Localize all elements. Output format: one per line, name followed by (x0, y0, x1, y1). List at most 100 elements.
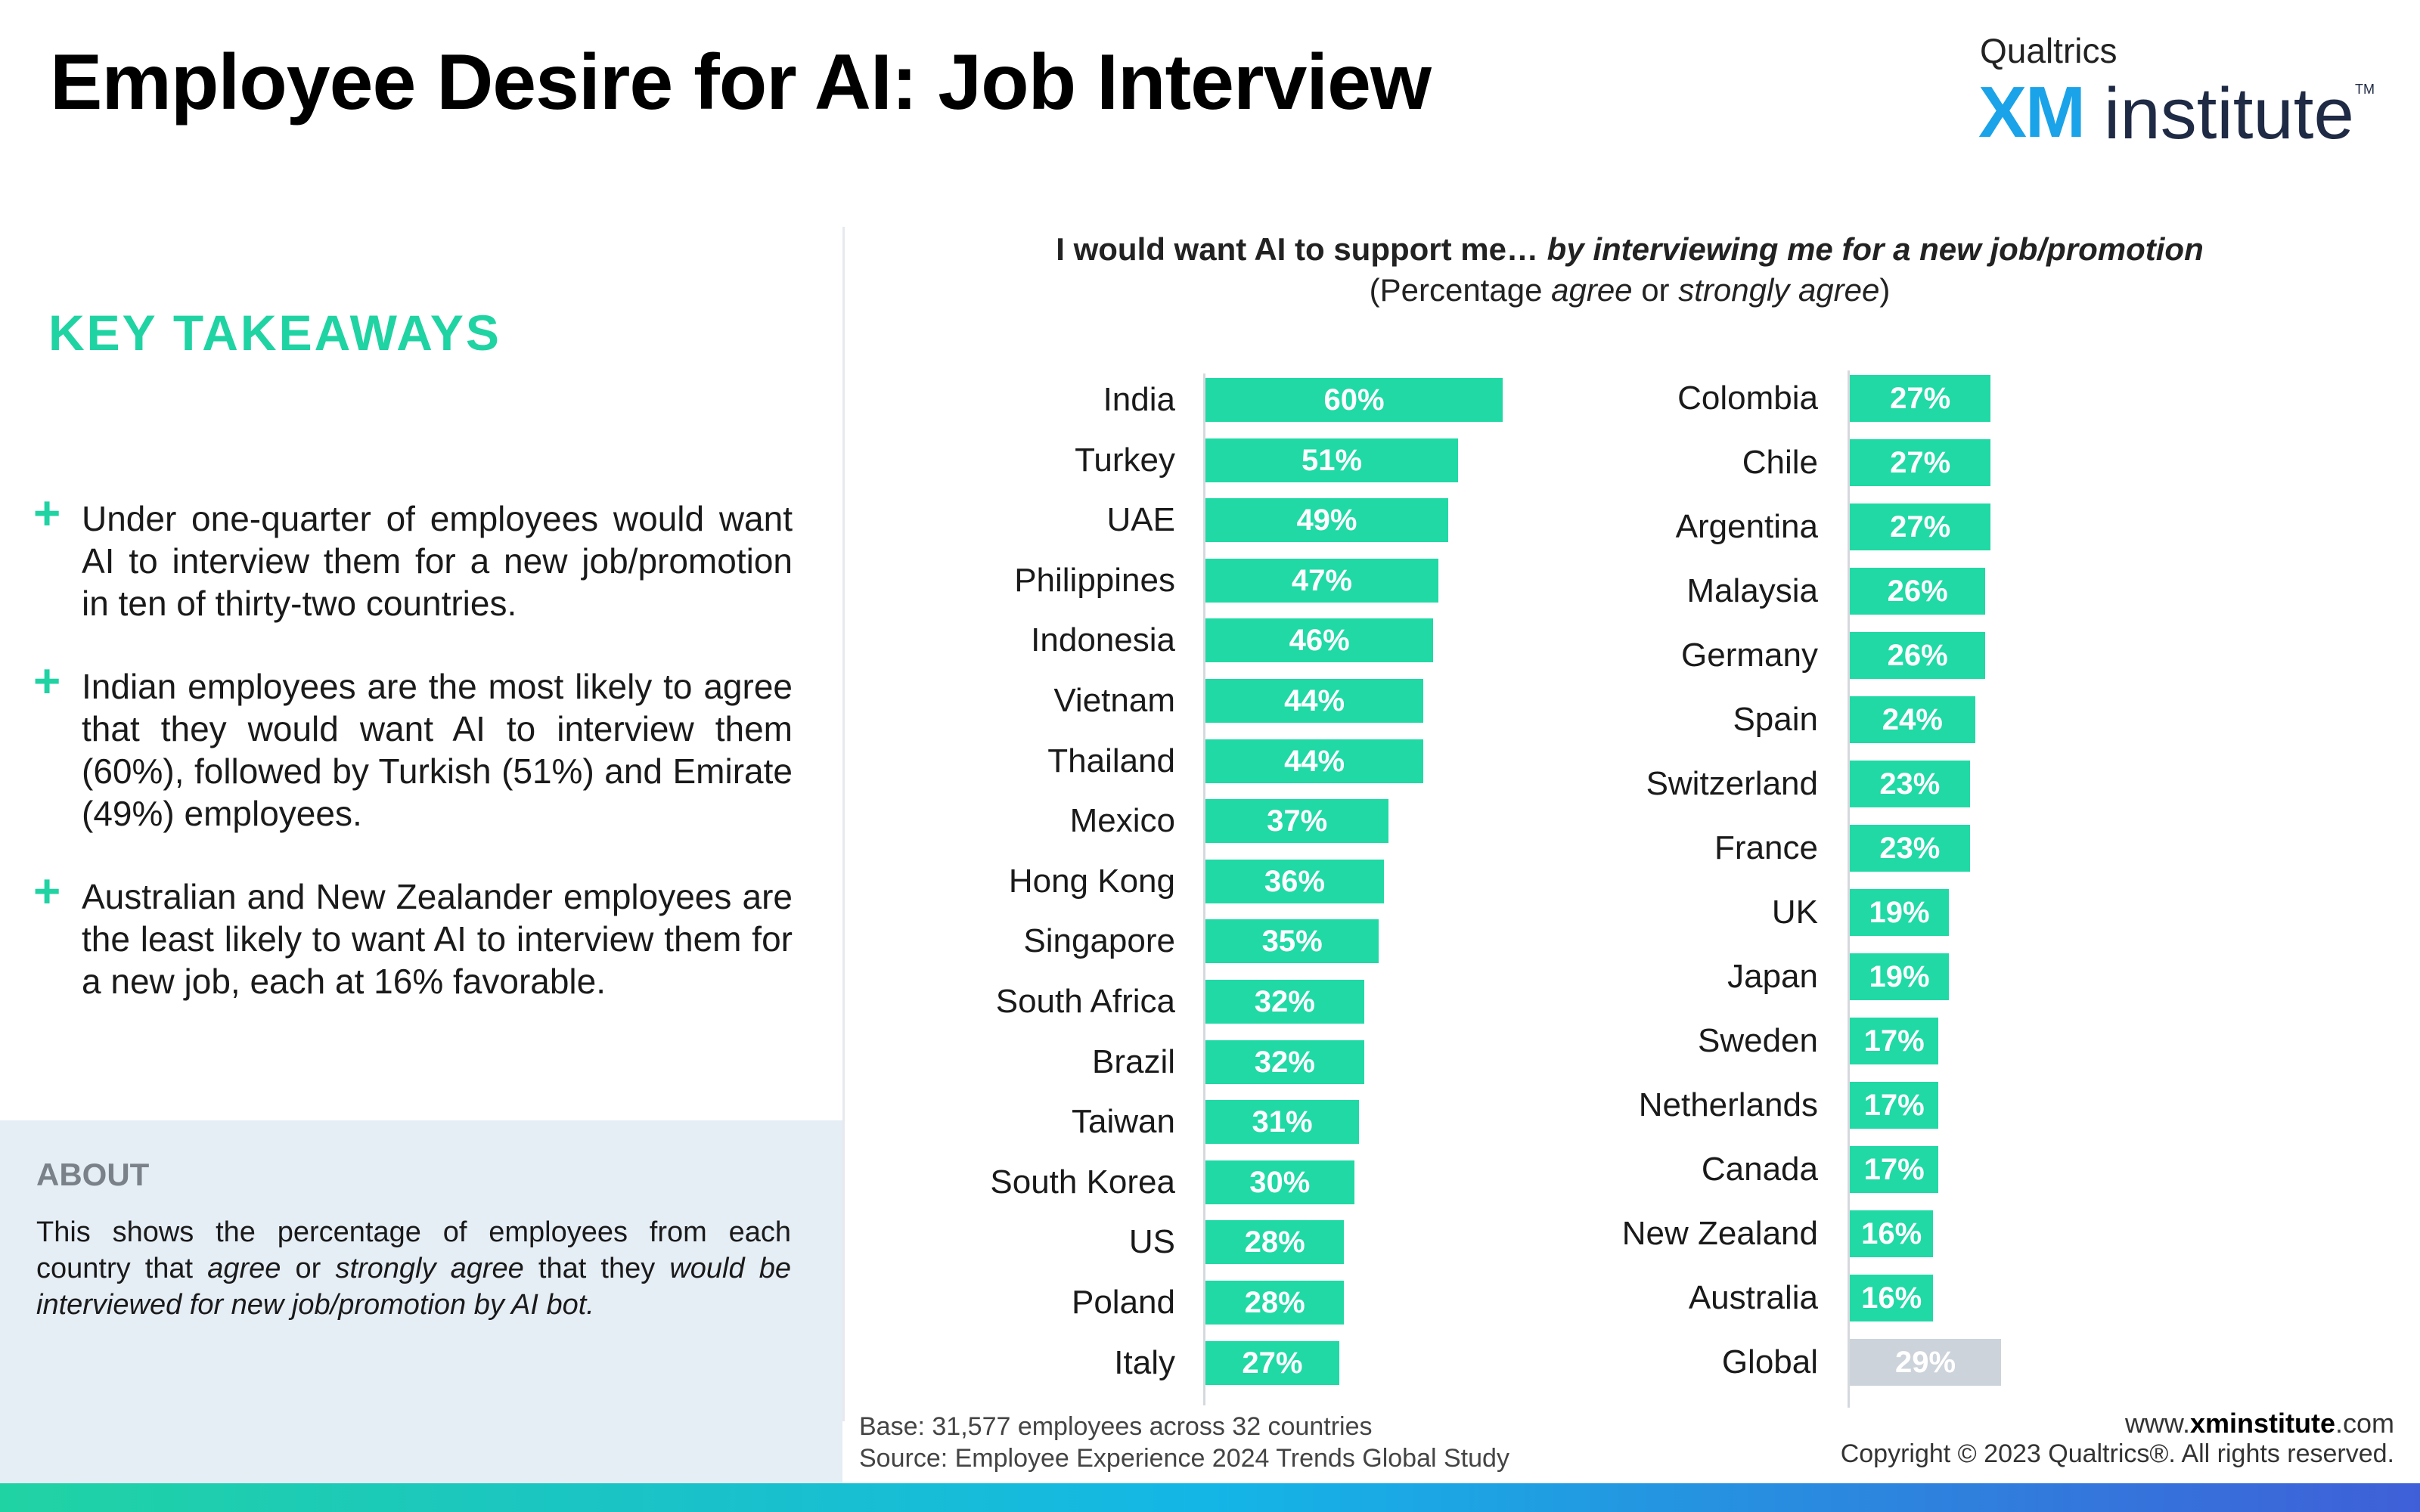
bar-value-label: 26% (1887, 639, 1948, 672)
global-bar (1850, 1339, 2002, 1386)
country-label: Malaysia (1686, 572, 1818, 609)
country-label: Taiwan (1072, 1103, 1175, 1141)
bar-value-label: 27% (1890, 510, 1951, 544)
country-bar (1850, 953, 1950, 1000)
plus-icon: + (33, 488, 61, 540)
country-label: Germany (1681, 637, 1818, 674)
copyright-text: Copyright © 2023 Qualtrics®. All rights … (1840, 1439, 2394, 1468)
country-bar (1205, 859, 1384, 903)
country-bar (1850, 1082, 1939, 1129)
country-bar (1205, 1281, 1345, 1325)
bar-value-label: 37% (1267, 804, 1328, 838)
xm-institute-logo: Qualtrics XM institute TM (1975, 30, 2375, 154)
country-label: Turkey (1075, 441, 1175, 479)
country-bar (1850, 1275, 1934, 1321)
bar-value-label: 46% (1289, 624, 1350, 658)
country-bar (1205, 1160, 1354, 1204)
country-label: US (1128, 1223, 1175, 1261)
country-label: Colombia (1677, 380, 1818, 417)
country-bar (1850, 825, 1970, 872)
logo-xm-text: XM (1978, 72, 2086, 153)
country-bar (1205, 739, 1424, 783)
base-note: Base: 31,577 employees across 32 countri… (859, 1412, 1373, 1441)
country-bar (1850, 632, 1986, 679)
bar-value-label: 49% (1296, 503, 1357, 538)
bar-value-label: 31% (1252, 1105, 1313, 1139)
country-label: Spain (1733, 701, 1818, 738)
bar-value-label: 27% (1890, 382, 1951, 415)
bar-value-label: 17% (1863, 1153, 1925, 1186)
country-bar (1205, 1340, 1339, 1385)
country-label: Thailand (1047, 742, 1175, 779)
country-bar (1205, 438, 1459, 482)
takeaway-item: Under one-quarter of employees would wan… (82, 499, 793, 623)
footer-gradient-band (0, 1483, 2420, 1512)
country-bar (1205, 1100, 1360, 1145)
country-label: Hong Kong (1008, 862, 1175, 900)
country-label: Brazil (1091, 1043, 1175, 1080)
country-bar (1850, 1018, 1939, 1064)
country-label: Indonesia (1031, 621, 1175, 659)
bar-value-label: 28% (1244, 1225, 1305, 1259)
country-bar (1850, 439, 1991, 486)
country-bar (1205, 618, 1434, 663)
bar-value-label: 28% (1244, 1286, 1305, 1319)
country-bar (1205, 378, 1503, 422)
about-title: ABOUT (36, 1157, 150, 1192)
country-label: Poland (1071, 1284, 1175, 1321)
page-title: Employee Desire for AI: Job Interview (50, 39, 1432, 126)
bar-value-label: 23% (1879, 832, 1941, 865)
country-bar (1850, 503, 1991, 550)
logo-trademark: TM (2355, 82, 2375, 97)
chart-title: I would want AI to support me… by interv… (1056, 231, 2204, 267)
plus-icon: + (33, 655, 61, 708)
bar-value-label: 27% (1890, 446, 1951, 479)
logo-qualtrics-text: Qualtrics (1980, 31, 2118, 70)
bar-value-label: 60% (1323, 383, 1385, 417)
about-text: This shows the percentage of employees f… (36, 1216, 791, 1321)
bar-value-label: 16% (1861, 1217, 1922, 1250)
country-bar (1850, 889, 1950, 936)
country-label: Australia (1688, 1279, 1818, 1316)
key-takeaways-title: KEY TAKEAWAYS (48, 305, 501, 361)
country-bar (1850, 375, 1991, 422)
country-label: South Korea (990, 1163, 1175, 1201)
country-bar (1205, 919, 1379, 964)
plus-icon: + (33, 866, 61, 918)
bar-value-label: 23% (1879, 767, 1941, 801)
bar-value-label: 44% (1284, 744, 1345, 778)
country-label: Italy (1114, 1343, 1175, 1381)
bar-value-label: 32% (1254, 985, 1315, 1018)
bar-value-label: 47% (1291, 563, 1352, 597)
country-label: Japan (1727, 958, 1818, 995)
logo-institute-text: institute (2104, 73, 2354, 154)
country-bar (1205, 980, 1364, 1024)
country-label: Chile (1742, 444, 1818, 481)
bar-value-label: 19% (1869, 896, 1930, 929)
chart-subtitle: (Percentage agree or strongly agree) (1369, 272, 1891, 308)
bar-value-label: 17% (1863, 1089, 1925, 1122)
bar-value-label: 30% (1249, 1165, 1311, 1199)
about-panel: ABOUT This shows the percentage of emplo… (0, 1120, 842, 1483)
country-bar (1205, 679, 1424, 723)
bar-value-label: 19% (1869, 960, 1930, 993)
country-bar (1850, 1146, 1939, 1193)
country-label: South Africa (995, 983, 1175, 1020)
takeaway-item: Indian employees are the most likely to … (82, 667, 793, 833)
chart-axis-line (1203, 373, 1205, 1406)
country-label: Canada (1701, 1151, 1818, 1188)
country-bar (1850, 696, 1975, 743)
bar-value-label: 36% (1264, 864, 1325, 898)
website-link[interactable]: www.xminstitute.com (2124, 1408, 2394, 1439)
country-label: Vietnam (1053, 682, 1175, 719)
country-label: Singapore (1023, 922, 1175, 960)
country-label: Netherlands (1638, 1086, 1818, 1123)
country-label: UAE (1106, 501, 1175, 539)
country-bar (1850, 761, 1970, 807)
country-bar (1205, 1220, 1345, 1265)
country-label: New Zealand (1621, 1215, 1818, 1252)
bar-value-label: 27% (1242, 1346, 1303, 1380)
chart-axis-line (1848, 370, 1850, 1408)
country-bar (1205, 558, 1438, 603)
bar-value-label: 44% (1284, 684, 1345, 717)
